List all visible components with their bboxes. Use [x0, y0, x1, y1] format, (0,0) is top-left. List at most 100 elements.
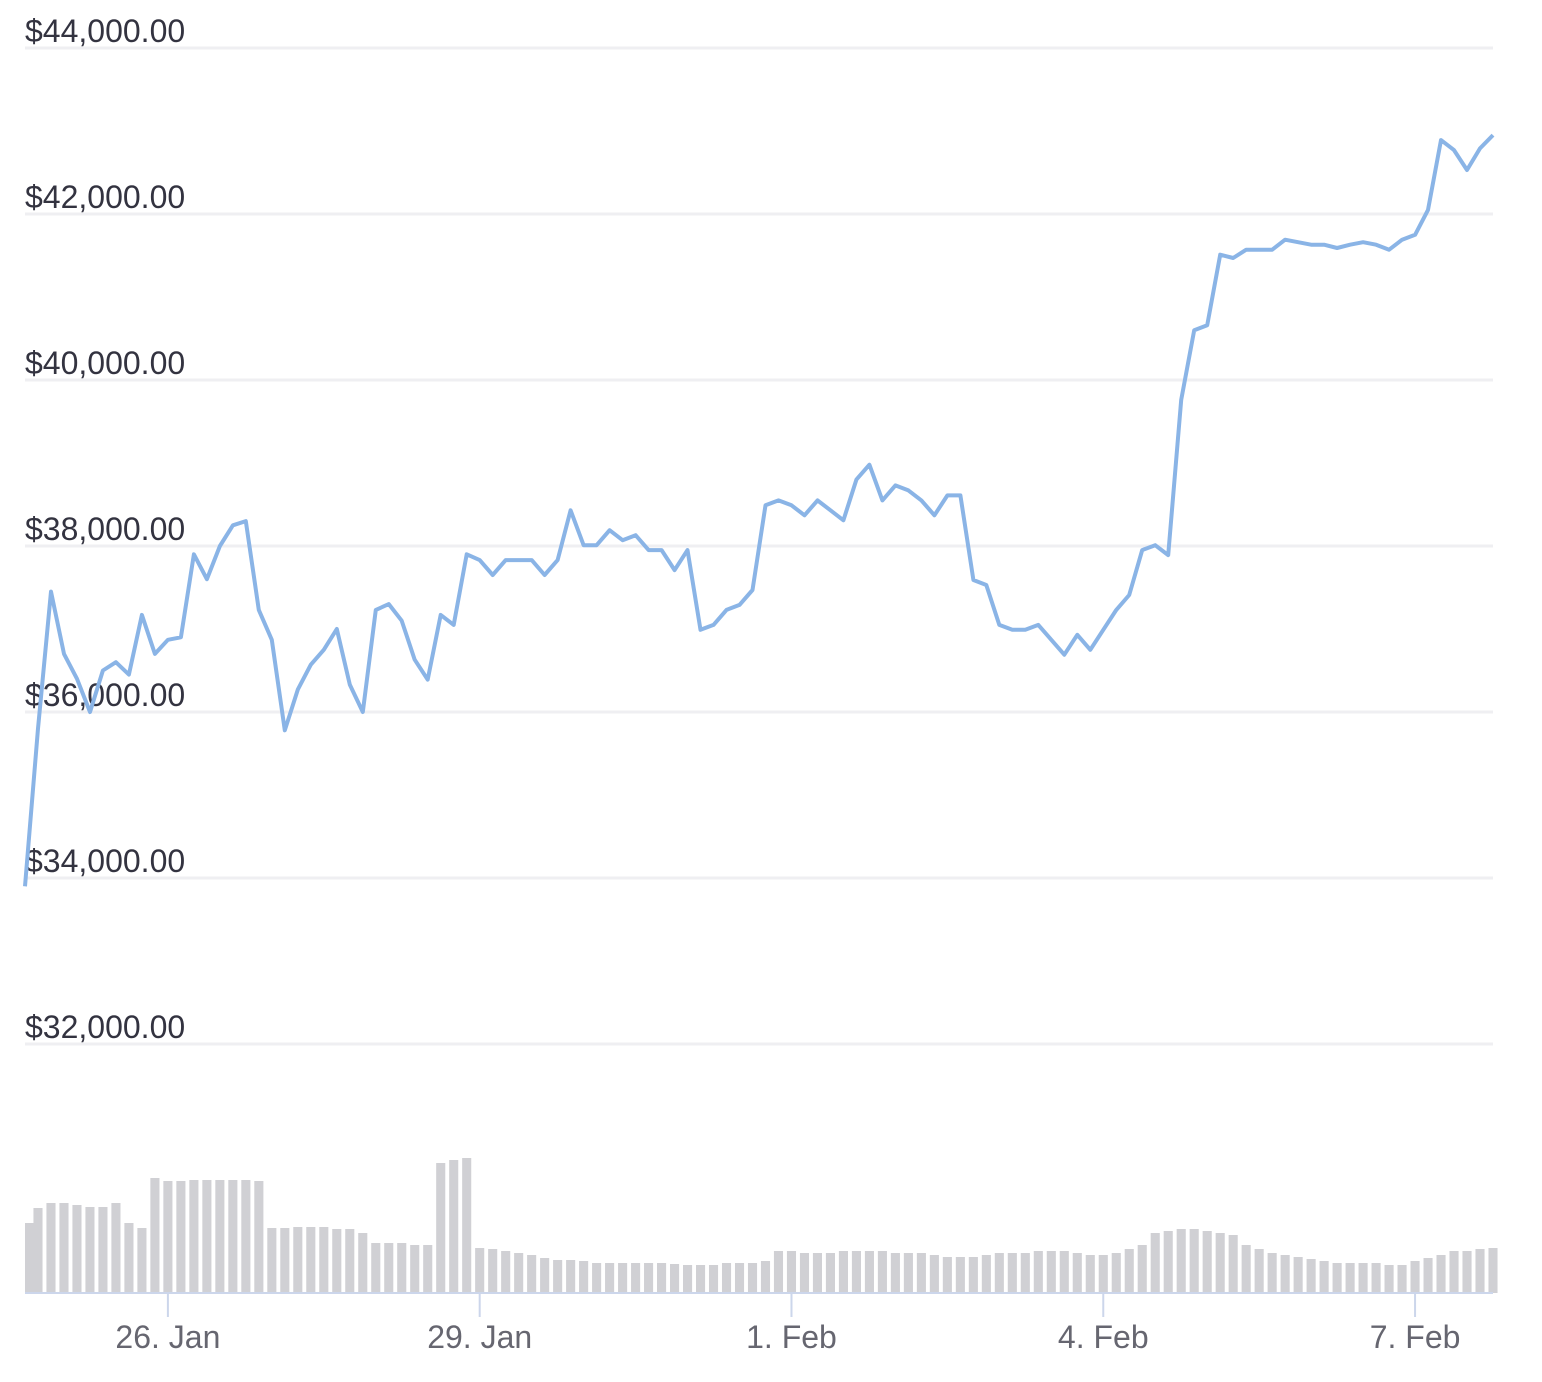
- y-tick-label: $34,000.00: [25, 843, 185, 879]
- volume-bar: [1202, 1231, 1212, 1293]
- volume-bar: [1475, 1249, 1485, 1293]
- volume-bar: [877, 1251, 887, 1293]
- volume-bar: [786, 1251, 797, 1293]
- volume-bar: [721, 1263, 732, 1293]
- volume-bar: [605, 1263, 615, 1293]
- volume-bar: [306, 1227, 316, 1293]
- volume-bar: [449, 1160, 459, 1293]
- y-tick-label: $44,000.00: [25, 13, 185, 49]
- volume-bar: [1111, 1253, 1121, 1293]
- volume-bar: [994, 1253, 1004, 1293]
- volume-bar: [410, 1245, 420, 1293]
- x-tick-label: 1. Feb: [746, 1319, 837, 1355]
- volume-bar: [838, 1251, 848, 1293]
- volume-bar: [267, 1228, 277, 1293]
- volume-bar: [1332, 1263, 1342, 1293]
- volume-bar: [1007, 1253, 1017, 1293]
- y-tick-label: $32,000.00: [25, 1009, 185, 1045]
- volume-bar: [1072, 1253, 1082, 1293]
- volume-bar: [1137, 1245, 1147, 1293]
- volume-bar: [644, 1263, 654, 1293]
- volume-bar: [1449, 1251, 1459, 1293]
- volume-bar: [228, 1180, 238, 1293]
- volume-bar: [293, 1227, 303, 1293]
- volume-bar: [1046, 1251, 1056, 1293]
- y-tick-label: $36,000.00: [25, 677, 185, 713]
- volume-bar: [851, 1251, 861, 1293]
- volume-bar: [33, 1208, 43, 1293]
- volume-bar: [527, 1255, 537, 1293]
- volume-bar: [1410, 1261, 1420, 1293]
- volume-bar: [1189, 1229, 1199, 1293]
- volume-bar: [1163, 1231, 1173, 1293]
- volume-bar: [85, 1207, 95, 1293]
- volume-bar: [384, 1243, 394, 1293]
- volume-bar: [747, 1263, 758, 1293]
- volume-bar: [176, 1181, 186, 1293]
- volume-bar: [670, 1264, 680, 1293]
- x-tick-label: 29. Jan: [427, 1319, 532, 1355]
- volume-bar: [1306, 1259, 1316, 1293]
- volume-bar: [1371, 1263, 1381, 1293]
- volume-bar: [1033, 1251, 1043, 1293]
- volume-bar: [864, 1251, 874, 1293]
- volume-bar: [1020, 1253, 1030, 1293]
- volume-bar: [812, 1253, 823, 1293]
- volume-bar: [1150, 1233, 1160, 1293]
- x-tick-label: 7. Feb: [1370, 1319, 1461, 1355]
- volume-bar: [916, 1253, 926, 1293]
- volume-bar: [1488, 1248, 1498, 1293]
- volume-bar: [72, 1205, 82, 1293]
- volume-bar: [1124, 1249, 1134, 1293]
- volume-bar: [1293, 1257, 1303, 1293]
- volume-bar: [1241, 1245, 1251, 1293]
- volume-bar: [1059, 1251, 1069, 1293]
- volume-bar: [773, 1251, 784, 1293]
- volume-bar: [98, 1207, 108, 1293]
- volume-bar: [241, 1180, 251, 1293]
- volume-bar: [345, 1229, 355, 1293]
- volume-bar: [475, 1248, 485, 1293]
- volume-bar: [799, 1253, 810, 1293]
- volume-bar: [695, 1265, 706, 1293]
- volume-bar: [46, 1203, 56, 1293]
- volume-bar: [825, 1253, 835, 1293]
- volume-bar: [618, 1263, 628, 1293]
- volume-bar: [1436, 1255, 1446, 1293]
- volume-bar: [1319, 1261, 1329, 1293]
- volume-bar: [942, 1257, 952, 1293]
- x-tick-label: 4. Feb: [1058, 1319, 1149, 1355]
- y-tick-label: $40,000.00: [25, 345, 185, 381]
- volume-bar: [540, 1258, 550, 1293]
- volume-bar: [488, 1249, 498, 1293]
- volume-bar: [734, 1263, 745, 1293]
- volume-bar: [332, 1229, 342, 1293]
- volume-bar: [1423, 1258, 1433, 1293]
- volume-bar: [150, 1178, 160, 1293]
- volume-bar: [358, 1233, 368, 1293]
- volume-bar: [1254, 1249, 1264, 1293]
- volume-bar: [215, 1180, 225, 1293]
- volume-bar: [1397, 1265, 1407, 1293]
- volume-bar: [514, 1253, 524, 1293]
- volume-bar: [631, 1263, 641, 1293]
- volume-bar: [1098, 1255, 1108, 1293]
- y-tick-label: $38,000.00: [25, 511, 185, 547]
- volume-bar: [708, 1265, 719, 1293]
- volume-bar: [25, 1223, 35, 1293]
- volume-bar: [1267, 1253, 1277, 1293]
- volume-bar: [371, 1243, 381, 1293]
- volume-bar: [683, 1265, 693, 1293]
- volume-bar: [579, 1261, 589, 1293]
- volume-bar: [890, 1253, 900, 1293]
- volume-bar: [981, 1255, 991, 1293]
- volume-bar: [202, 1180, 212, 1293]
- volume-bar: [319, 1227, 329, 1293]
- volume-bar: [760, 1261, 771, 1293]
- volume-bar: [124, 1223, 134, 1293]
- volume-bar: [423, 1245, 433, 1293]
- volume-bar: [968, 1257, 978, 1293]
- volume-bar: [1176, 1229, 1186, 1293]
- volume-bar: [280, 1228, 290, 1293]
- x-tick-label: 26. Jan: [115, 1319, 220, 1355]
